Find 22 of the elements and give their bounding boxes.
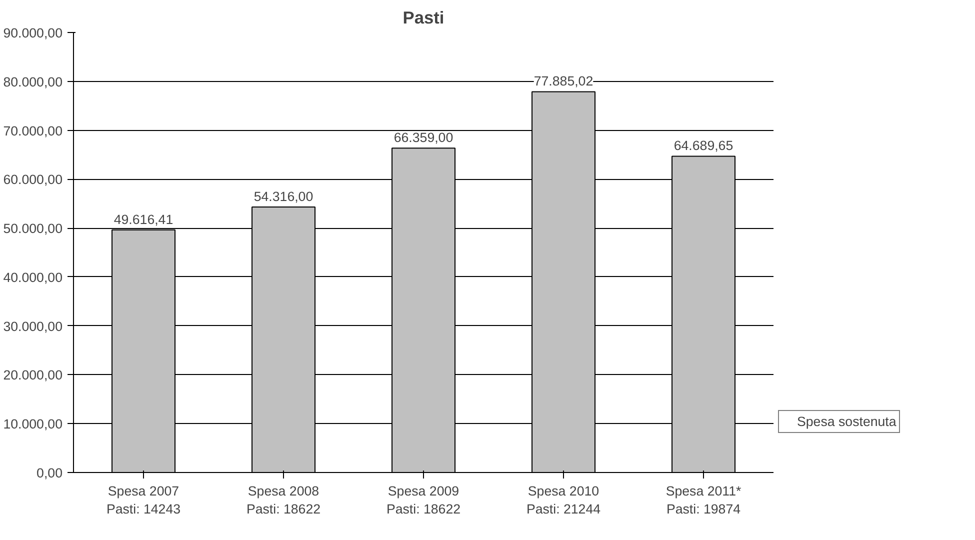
data-label: 54.316,00 <box>254 188 314 204</box>
x-tick-label: Spesa 2009 Pasti: 18622 <box>386 484 461 516</box>
x-tick-label: Spesa 2010 Pasti: 21244 <box>526 484 602 516</box>
data-label: 64.689,65 <box>674 138 734 154</box>
text: Spesa sostenuta <box>797 414 896 429</box>
y-tick-label: 30.000,00 <box>3 318 63 334</box>
data-label: 66.359,00 <box>394 130 454 146</box>
y-tick-label: 60.000,00 <box>3 172 63 188</box>
y-tick-label: 0,00 <box>36 466 63 480</box>
x-tick-label: Spesa 2008 Pasti: 18622 <box>246 484 321 516</box>
chart-title: Pasti <box>402 8 444 28</box>
x-tick-label: Spesa 2007 Pasti: 14243 <box>106 484 181 516</box>
y-tick-label: 10.000,00 <box>3 416 63 432</box>
data-label: 49.616,41 <box>114 212 174 227</box>
data-label: 77.885,02 <box>534 74 594 89</box>
y-tick-label: 90.000,00 <box>3 26 63 40</box>
y-tick-label: 70.000,00 <box>3 123 63 138</box>
y-tick-label: 80.000,00 <box>3 74 63 90</box>
y-tick-label: 50.000,00 <box>3 221 63 236</box>
y-tick-label: 40.000,00 <box>3 270 63 285</box>
y-tick-label: 20.000,00 <box>3 368 63 383</box>
x-tick-label: Spesa 2011* Pasti: 19874 <box>666 484 742 516</box>
